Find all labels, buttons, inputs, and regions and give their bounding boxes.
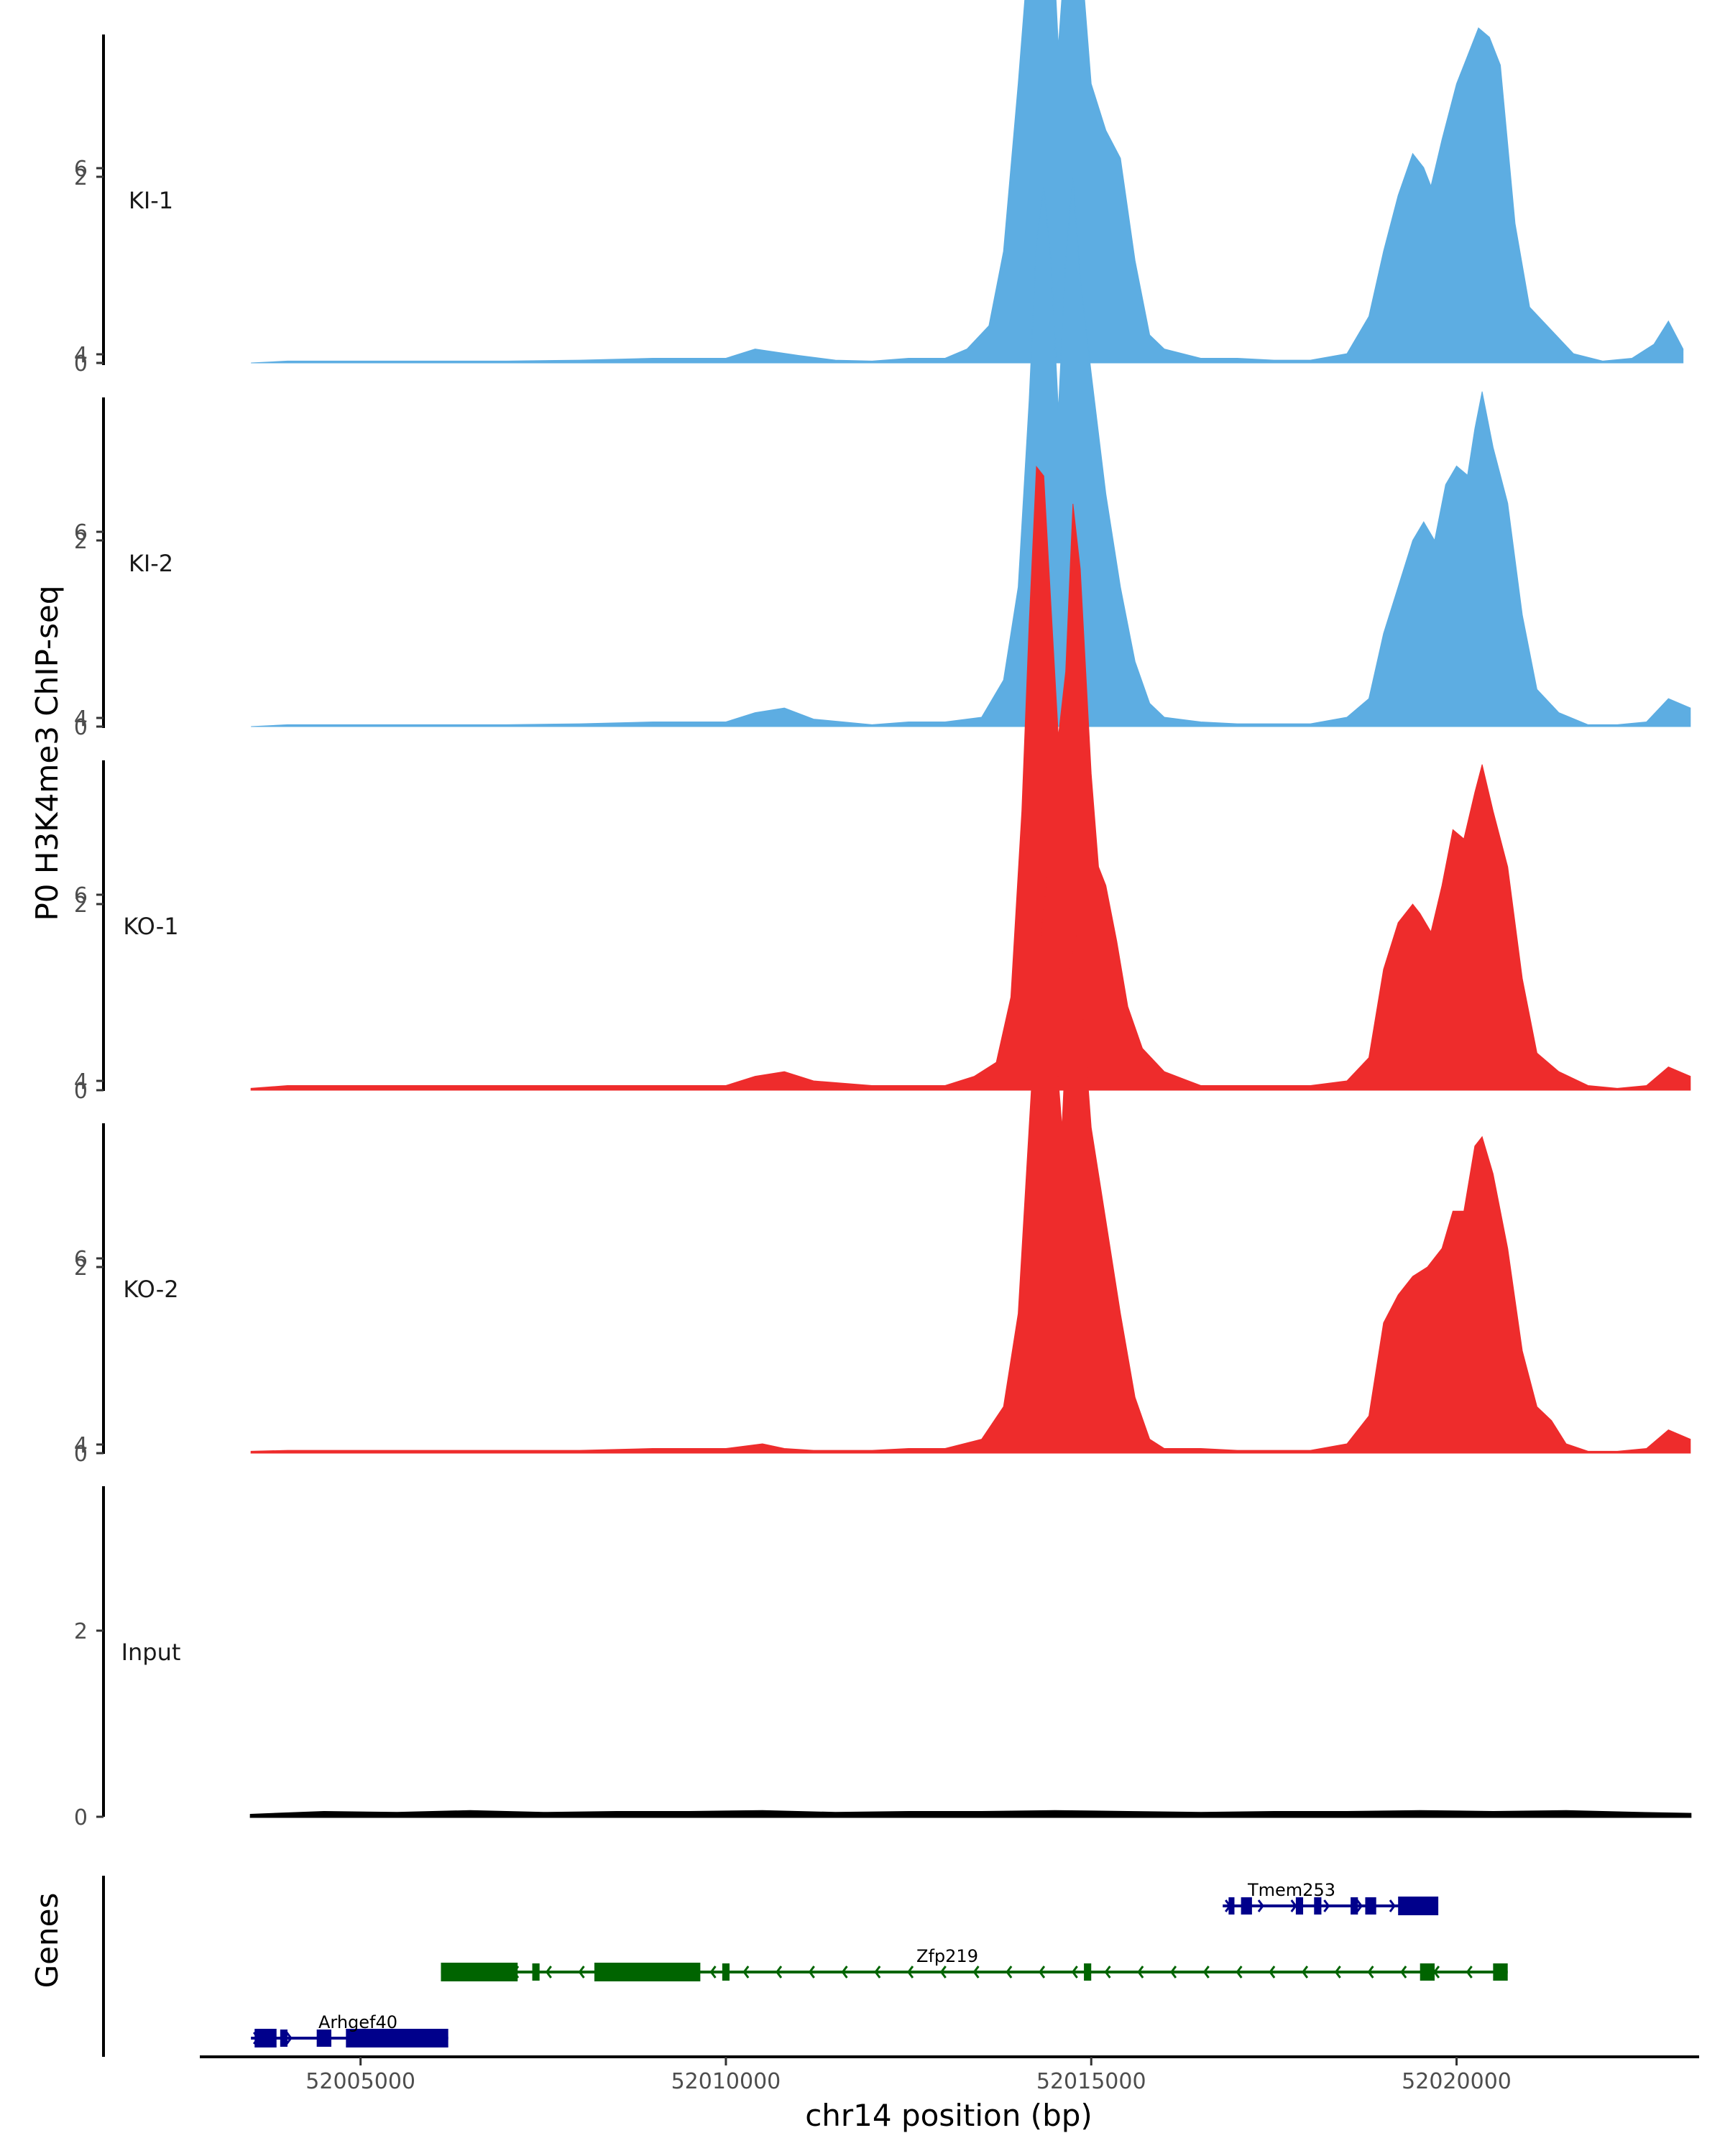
strand-arrow: [776, 1966, 783, 1978]
y-tick-label: 6: [74, 157, 88, 182]
gene-tmem253: Tmem253: [1223, 1880, 1439, 1915]
y-tick-label: 4: [74, 1069, 88, 1095]
y-tick-label: 2: [74, 1619, 88, 1644]
gene-exon: [1493, 1963, 1508, 1981]
genes-axis-title: Genes: [29, 1893, 65, 1989]
gene-exon: [1314, 1897, 1322, 1915]
strand-arrow: [1071, 1966, 1078, 1978]
y-tick-label: 2: [74, 893, 88, 918]
strand-arrow: [1006, 1966, 1013, 1978]
gene-exon: [316, 2030, 331, 2047]
track-ki-1: 0 2 4 6 KI-1: [74, 0, 1684, 377]
gene-exon: [1228, 1897, 1235, 1915]
track-label: KI-1: [129, 187, 173, 214]
x-axis-title: chr14 position (bp): [805, 2098, 1092, 2133]
gene-name-label: Tmem253: [1247, 1880, 1335, 1900]
strand-arrow: [1356, 1899, 1363, 1912]
strand-arrow: [907, 1966, 914, 1978]
y-tick-label: 0: [74, 351, 88, 377]
strand-arrow: [1202, 1966, 1210, 1978]
gene-name-label: Zfp219: [916, 1946, 978, 1966]
y-tick-label: 6: [74, 883, 88, 908]
y-axis-title: P0 H3K4me3 ChIP-seq: [29, 585, 65, 921]
strand-arrow: [578, 1966, 585, 1978]
gene-exon: [1295, 1897, 1304, 1915]
signal-area-input: [249, 1810, 1692, 1818]
strand-arrow: [1039, 1966, 1046, 1978]
gene-panel: 52005000 52010000 52015000 52020000 Tmem253 Z…: [102, 1876, 1699, 2094]
gene-exon: [1398, 1897, 1439, 1915]
gene-exon: [346, 2029, 448, 2047]
track-ko-2: 0 2 4 6 KO-2: [74, 876, 1691, 1467]
y-tick-label: 2: [74, 529, 88, 554]
x-tick-label: 52010000: [671, 2069, 781, 2094]
gene-exon: [254, 2029, 277, 2047]
strand-arrow: [545, 1966, 552, 1978]
gene-exon: [1365, 1897, 1376, 1915]
strand-arrow: [285, 2032, 293, 2045]
strand-arrow: [972, 1966, 980, 1978]
track-label: KO-2: [123, 1276, 178, 1303]
y-tick-label: 4: [74, 1433, 88, 1458]
track-input: 0 2 4 6 Input: [74, 1247, 1692, 1830]
y-tick-label: 4: [74, 0, 88, 4]
y-tick-label: 6: [74, 520, 88, 545]
y-tick-label: 0: [74, 1079, 88, 1104]
track-label: Input: [121, 1639, 181, 1666]
strand-arrow: [808, 1966, 815, 1978]
gene-exon: [1084, 1963, 1092, 1981]
y-tick-label: 2: [74, 165, 88, 190]
strand-arrow: [939, 1966, 947, 1978]
strand-arrow: [1334, 1966, 1341, 1978]
gene-name-label: Arhgef40: [318, 2012, 397, 2032]
strand-arrow: [1137, 1966, 1144, 1978]
strand-arrow: [742, 1966, 750, 1978]
gene-exon: [594, 1963, 701, 1981]
y-tick-label: 2: [74, 1256, 88, 1281]
gene-exon: [441, 1963, 518, 1981]
track-label: KI-2: [129, 550, 173, 577]
signal-area-ko-2: [250, 876, 1691, 1454]
strand-arrow: [1170, 1966, 1177, 1978]
strand-arrow: [1104, 1966, 1111, 1978]
signal-area-ki-2: [251, 177, 1691, 727]
strand-arrow: [1367, 1966, 1374, 1978]
strand-arrow: [1302, 1966, 1309, 1978]
strand-arrow: [1290, 1899, 1297, 1912]
strand-arrow: [874, 1966, 881, 1978]
signal-area-ki-1: [251, 0, 1684, 364]
signal-tracks: 0246KI-10246KI-20246KO-10246KO-20246Inpu…: [74, 0, 1692, 1830]
signal-area-ko-1: [250, 466, 1691, 1091]
strand-arrow: [709, 1966, 717, 1978]
strand-arrow: [1323, 1899, 1330, 1912]
gene-exon: [1351, 1897, 1358, 1915]
gene-exon: [1420, 1963, 1435, 1981]
track-ko-1: 0 2 4 6 KO-1: [74, 466, 1691, 1104]
y-tick-label: 6: [74, 1247, 88, 1272]
x-tick-label: 52020000: [1402, 2069, 1512, 2094]
gene-zfp219: Zfp219: [441, 1946, 1508, 1981]
gene-exon: [280, 2030, 288, 2047]
strand-arrow: [1400, 1966, 1407, 1978]
strand-arrow: [1466, 1966, 1473, 1978]
track-ki-2: 0 2 4 6 KI-2: [74, 157, 1691, 740]
strand-arrow: [1269, 1966, 1276, 1978]
gene-exon: [532, 1963, 540, 1981]
gene-exon: [722, 1963, 730, 1981]
strand-arrow: [1236, 1966, 1243, 1978]
gene-exon: [1241, 1897, 1252, 1915]
y-tick-label: 4: [74, 706, 88, 732]
strand-arrow: [1257, 1899, 1264, 1912]
gene-arhgef40: Arhgef40: [251, 2012, 448, 2047]
x-tick-label: 52005000: [305, 2069, 415, 2094]
x-tick-label: 52015000: [1036, 2069, 1146, 2094]
strand-arrow: [841, 1966, 848, 1978]
track-label: KO-1: [123, 913, 178, 940]
strand-arrow: [1389, 1899, 1396, 1912]
y-tick-label: 4: [74, 343, 88, 368]
y-tick-label: 0: [74, 1442, 88, 1467]
y-tick-label: 0: [74, 1805, 88, 1830]
y-tick-label: 0: [74, 715, 88, 740]
